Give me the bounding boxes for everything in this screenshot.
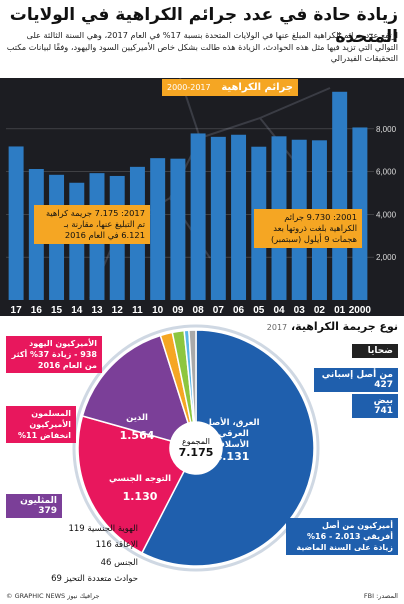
y-tick-label: 2,000 [376, 253, 397, 262]
race-value: 4.131 [214, 450, 250, 463]
donut-chart [72, 324, 320, 572]
y-tick-label: 6,000 [376, 168, 397, 177]
race-label: العرق، الأصل العرقي، الأسلاف 4.131 [200, 418, 264, 462]
x-tick-label: 09 [172, 305, 184, 316]
source-note: المصدر: FBI [363, 592, 398, 600]
victims-header: ضحايا [352, 344, 398, 358]
x-tick-label: 04 [273, 305, 285, 316]
white-tag: بيض 741 [352, 394, 398, 418]
religion-value: 1.564 [119, 429, 155, 442]
donut-center [170, 422, 222, 474]
x-tick-label: 08 [193, 305, 205, 316]
x-tick-label: 05 [253, 305, 265, 316]
bar [150, 158, 166, 300]
x-tick-label: 06 [233, 305, 245, 316]
race-label-text: العرق، الأصل العرقي، الأسلاف [204, 418, 260, 450]
gender-identity-label: الهوية الجنسية 119 [68, 524, 138, 534]
x-tick-label: 01 [334, 305, 346, 316]
x-tick-label: 14 [71, 305, 83, 316]
page-title: زيادة حادة في عدد جرائم الكراهية في الول… [9, 5, 398, 47]
black-tag: أميركيون من أصل أفريقي 2.013 - 16% زيادة… [286, 518, 398, 555]
x-tick-label: 2000 [349, 305, 372, 316]
total-label: المجموع 7.175 [176, 436, 216, 458]
intro-text: ارتفع عدد جرائم الكراهية المبلغ عنها في … [6, 30, 398, 63]
bar-chart-subtitle: 2000-2017 [167, 83, 211, 92]
religion-label: الدين 1.564 [112, 413, 162, 441]
bar-chart: 2,000 4,000 6,000 8,000 17 16 15 14 13 12 11 10 09 08… [6, 78, 397, 316]
x-tick-label: 12 [112, 305, 124, 316]
total-value: 7.175 [178, 446, 214, 459]
x-tick-label: 03 [294, 305, 306, 316]
bar [332, 91, 348, 300]
bar-chart-title: جرائم الكراهية [221, 82, 293, 93]
x-tick-label: 07 [213, 305, 225, 316]
x-tick-label: 11 [132, 305, 143, 316]
total-label-text: المجموع [182, 437, 210, 446]
y-tick-label: 4,000 [376, 210, 397, 219]
bar [190, 133, 206, 300]
x-tick-label: 16 [31, 305, 43, 316]
sexual-label-text: التوجه الجنسي [108, 474, 172, 484]
sexual-value: 1.130 [122, 490, 158, 503]
lgbt-tag: المثليون 379 [6, 494, 62, 518]
bar [231, 134, 247, 300]
credit-note: © GRAPHIC NEWS جرافيك نيوز [6, 592, 100, 600]
donut-section-title-text: نوع جريمة الكراهية، [290, 320, 398, 333]
gender-label: الجنس 46 [100, 558, 138, 568]
donut-section: نوع جريمة الكراهية، 2017 العرق، الأصل ال… [0, 318, 404, 604]
disability-label: الإعاقة 116 [95, 540, 138, 550]
religion-label-text: الدين [126, 413, 148, 423]
x-tick-label: 15 [51, 305, 63, 316]
callout-2017: 2017: 7.175 جريمة كراهية تم التبليغ عنها… [34, 205, 150, 244]
bar [8, 146, 24, 300]
donut-section-year: 2017 [266, 323, 288, 332]
y-tick-label: 8,000 [376, 125, 397, 134]
muslim-tag: المسلمون الأميركيون انخفاض 11% [6, 406, 76, 443]
sexual-label: التوجه الجنسي 1.130 [108, 474, 172, 502]
donut-section-title: نوع جريمة الكراهية، 2017 [267, 320, 398, 333]
donut-outer-ring [72, 324, 320, 572]
jewish-tag: الأميركيون اليهود 938 - زيادة 37% أكثر م… [6, 336, 102, 373]
hispanic-tag: من أصل إسباني 427 [314, 368, 398, 392]
bar [210, 136, 226, 300]
x-tick-label: 17 [11, 305, 23, 316]
x-tick-label: 02 [314, 305, 326, 316]
callout-2001: 2001: 9.730 جرائم الكراهية بلغت ذروتها ب… [254, 209, 362, 248]
bar [170, 158, 186, 300]
x-tick-label: 13 [91, 305, 103, 316]
bar-chart-title-box: جرائم الكراهية 2000-2017 [162, 79, 298, 96]
bar-chart-panel: 2,000 4,000 6,000 8,000 17 16 15 14 13 12 11 10 09 08… [0, 78, 404, 316]
x-tick-label: 10 [152, 305, 164, 316]
multi-bias-label: حوادث متعددة التحيز 69 [51, 574, 138, 584]
